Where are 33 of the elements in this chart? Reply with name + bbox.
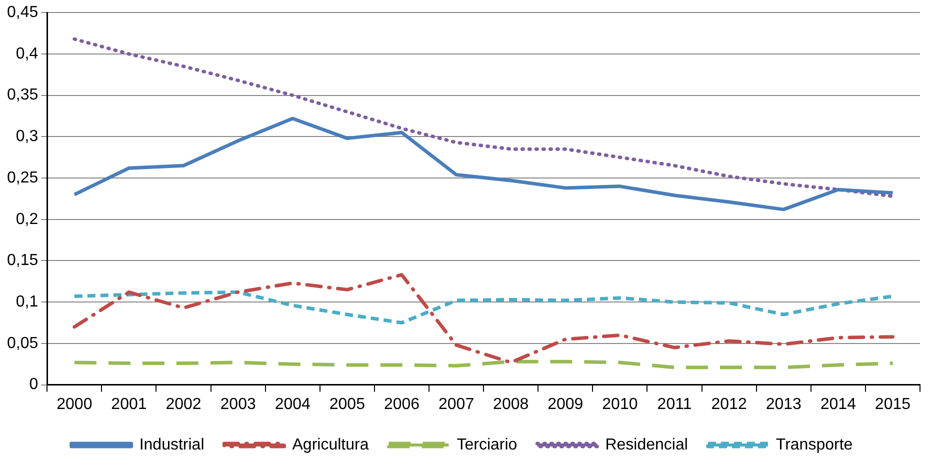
y-tick-label: 0,25 <box>7 169 38 186</box>
x-tick-label: 2012 <box>711 396 747 413</box>
x-tick-label: 2002 <box>166 396 202 413</box>
y-tick-label: 0,4 <box>16 45 38 62</box>
legend-label: Agricultura <box>292 436 369 454</box>
y-tick-label: 0,1 <box>16 293 38 310</box>
y-tick-label: 0,45 <box>7 4 38 22</box>
y-tick-label: 0 <box>29 376 38 394</box>
x-tick-label: 2000 <box>56 396 92 413</box>
x-tick-label: 2006 <box>384 396 420 413</box>
legend-label: Transporte <box>776 436 853 454</box>
line-series <box>72 273 894 364</box>
legend-label: Terciario <box>456 436 518 454</box>
legend-label: Residencial <box>605 436 688 454</box>
y-tick-label: 0,3 <box>16 128 38 146</box>
x-tick-label: 2003 <box>220 396 256 413</box>
y-tick-label: 0,05 <box>7 334 38 352</box>
x-tick-label: 2010 <box>602 396 638 413</box>
y-tick-label: 0,2 <box>16 210 38 228</box>
x-tick-label: 2011 <box>657 396 692 413</box>
line-series <box>72 37 894 198</box>
x-tick-label: 2007 <box>438 396 474 413</box>
x-tick-label: 2005 <box>329 396 366 413</box>
x-tick-label: 2004 <box>274 396 311 413</box>
x-tick-label: 2009 <box>548 396 584 413</box>
x-tick-label: 2015 <box>874 396 911 413</box>
x-tick-label: 2013 <box>766 396 802 413</box>
y-tick-label: 0,35 <box>7 86 38 104</box>
legend-label: Industrial <box>139 436 204 454</box>
x-tick-label: 2001 <box>111 396 147 413</box>
x-tick-label: 2014 <box>820 396 856 413</box>
x-tick-label: 2008 <box>493 396 529 413</box>
y-tick-label: 0,15 <box>7 252 38 270</box>
